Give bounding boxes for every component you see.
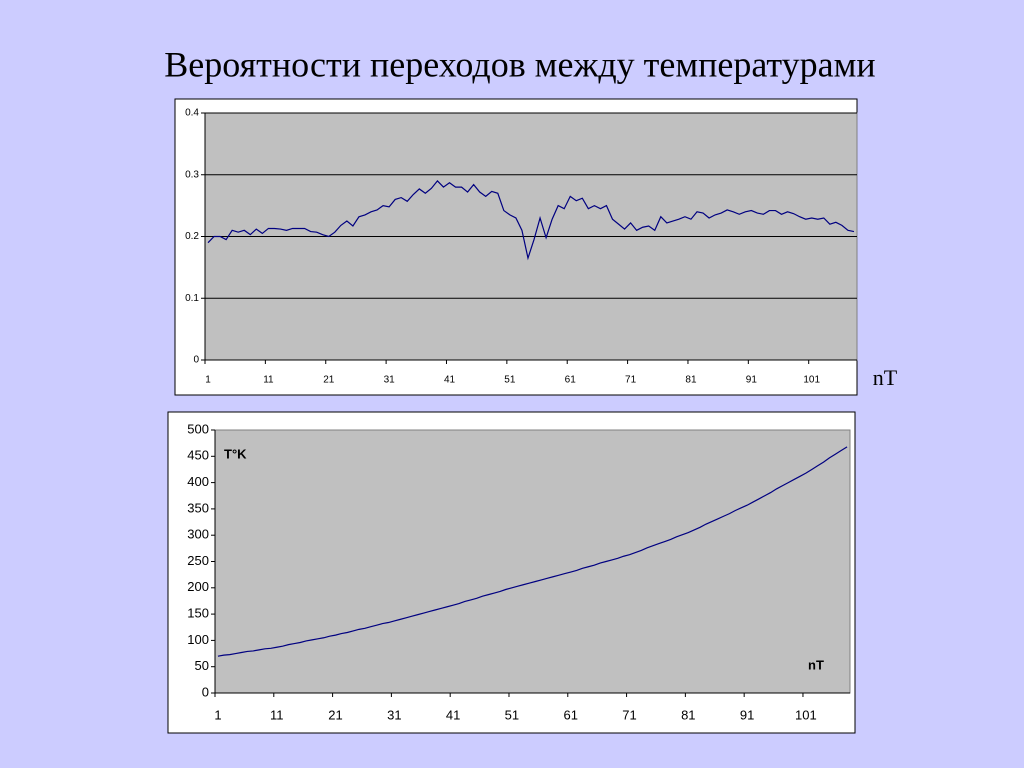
y-axis-label: T°K [224, 446, 247, 461]
x-tick-label: 51 [504, 375, 516, 386]
x-tick-label: 101 [795, 707, 817, 722]
x-tick-label: 81 [681, 707, 695, 722]
y-tick-label: 350 [187, 500, 209, 515]
y-tick-label: 150 [187, 606, 209, 621]
x-tick-label: 1 [214, 707, 221, 722]
plot-area [214, 429, 851, 694]
y-tick-label: 450 [187, 448, 209, 463]
x-tick-label: 21 [323, 375, 335, 386]
y-tick-label: 0.3 [185, 169, 199, 180]
y-tick-label: 0 [202, 684, 209, 699]
data-line [207, 180, 855, 261]
x-tick-label: 11 [270, 707, 284, 722]
x-tick-label: 101 [803, 375, 820, 386]
data-line [217, 446, 848, 657]
y-tick-label: 0.1 [185, 293, 199, 304]
y-tick-label: 300 [187, 527, 209, 542]
x-axis-label: nT [808, 657, 824, 672]
y-tick-label: 400 [187, 474, 209, 489]
y-tick-label: 0.2 [185, 231, 199, 242]
x-tick-label: 71 [622, 707, 636, 722]
x-tick-label: 61 [563, 707, 577, 722]
y-tick-label: 200 [187, 579, 209, 594]
x-tick-label: 91 [746, 375, 758, 386]
x-tick-label: 91 [740, 707, 754, 722]
x-tick-label: 41 [444, 375, 456, 386]
y-tick-label: 250 [187, 553, 209, 568]
y-tick-label: 0.4 [185, 108, 199, 119]
x-tick-label: 61 [565, 375, 577, 386]
x-tick-label: 71 [625, 375, 637, 386]
x-tick-label: 21 [328, 707, 342, 722]
x-tick-label: 1 [205, 375, 211, 386]
x-tick-label: 11 [263, 375, 274, 386]
x-axis-label: nT [873, 365, 898, 390]
x-tick-label: 41 [446, 707, 460, 722]
x-tick-label: 81 [685, 375, 697, 386]
x-tick-label: 51 [505, 707, 519, 722]
x-tick-label: 31 [387, 707, 401, 722]
y-tick-label: 100 [187, 632, 209, 647]
y-tick-label: 0 [193, 355, 199, 366]
y-tick-label: 50 [195, 658, 209, 673]
y-tick-label: 500 [187, 421, 209, 436]
slide-title: Вероятности переходов между температурам… [164, 44, 875, 84]
x-tick-label: 31 [384, 375, 396, 386]
